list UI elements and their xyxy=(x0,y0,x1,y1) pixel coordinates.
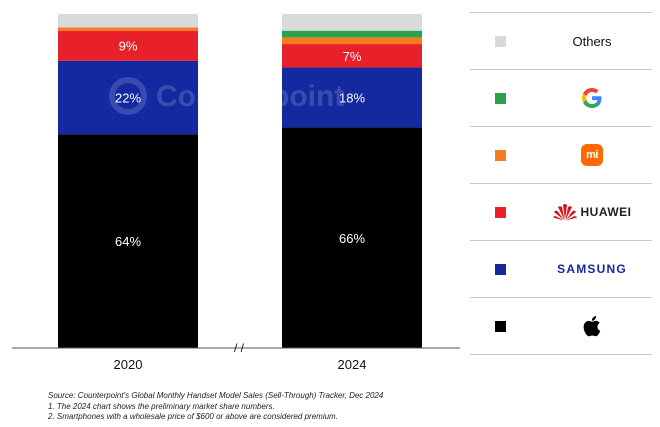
bar-apple-2024 xyxy=(282,127,422,348)
data-label-samsung-2020: 22% xyxy=(115,91,141,106)
bar-others-2020 xyxy=(58,14,198,28)
legend-item-xiaomi: mi xyxy=(470,127,652,184)
google-swatch xyxy=(495,93,506,104)
apple-swatch xyxy=(495,321,506,332)
legend-item-google xyxy=(470,70,652,127)
xiaomi-swatch xyxy=(495,150,506,161)
google-logo-icon xyxy=(582,88,602,108)
bar-apple-2020 xyxy=(58,134,198,348)
source-note: Source: Counterpoint's Global Monthly Ha… xyxy=(48,391,384,400)
bars-group: 64% 22% 9% 66% 18% 7% xyxy=(58,14,422,348)
bar-samsung-2020 xyxy=(58,60,198,135)
bar-xiaomi-2020 xyxy=(58,27,198,31)
x-tick-2020: 2020 xyxy=(114,357,143,372)
axis-break-marker: / / xyxy=(234,341,245,355)
legend-item-samsung: SAMSUNG xyxy=(470,241,652,298)
footnote-2: 2. Smartphones with a wholesale price of… xyxy=(48,412,338,421)
samsung-logo-text: SAMSUNG xyxy=(557,262,627,276)
footnotes: Source: Counterpoint's Global Monthly Ha… xyxy=(48,391,383,423)
bar-xiaomi-2024 xyxy=(282,37,422,45)
x-tick-labels: 2020 2024 xyxy=(114,357,367,372)
data-label-huawei-2024: 7% xyxy=(343,49,362,64)
huawei-flower-icon xyxy=(552,204,577,221)
bar-huawei-2020 xyxy=(58,30,198,61)
data-label-apple-2024: 66% xyxy=(339,231,365,246)
bar-samsung-2024 xyxy=(282,67,422,128)
bar-huawei-2024 xyxy=(282,44,422,68)
huawei-swatch xyxy=(495,207,506,218)
data-label-apple-2020: 64% xyxy=(115,234,141,249)
footnote-1: 1. The 2024 chart shows the preliminary … xyxy=(48,401,275,411)
legend-item-others: Others xyxy=(470,13,652,70)
x-tick-2024: 2024 xyxy=(338,357,367,372)
others-swatch xyxy=(495,36,506,47)
huawei-logo-text: HUAWEI xyxy=(580,205,632,219)
samsung-swatch xyxy=(495,264,506,275)
legend-item-huawei: HUAWEI xyxy=(470,184,652,241)
stacked-bar-chart: 64% 22% 9% 66% 18% 7% 2020 2024 / / xyxy=(12,14,460,372)
legend-label-others: Others xyxy=(572,33,612,49)
legend-item-apple xyxy=(470,298,652,355)
bar-others-2024 xyxy=(282,14,422,31)
data-label-samsung-2024: 18% xyxy=(339,91,365,106)
data-label-huawei-2020: 9% xyxy=(119,39,138,54)
apple-logo-icon xyxy=(583,316,601,337)
xiaomi-logo-icon: mi xyxy=(581,144,603,166)
bar-google-2024 xyxy=(282,30,422,38)
legend: Others mi xyxy=(470,12,652,355)
